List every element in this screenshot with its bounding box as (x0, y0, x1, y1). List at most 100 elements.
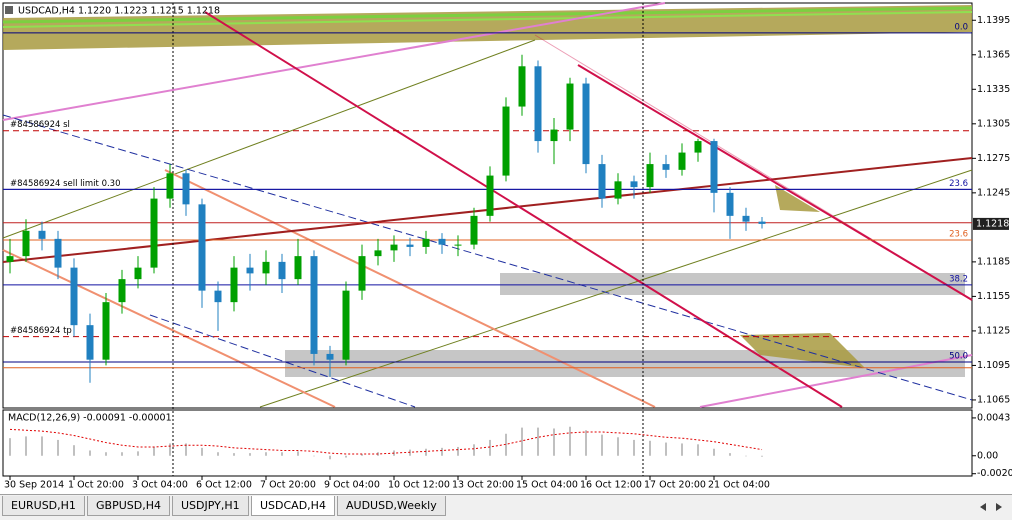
candle-body (166, 173, 174, 199)
candle-body (406, 244, 414, 247)
candle-body (614, 181, 622, 199)
chart-title: USDCAD,H4 1.1220 1.1223 1.1215 1.1218 (18, 6, 220, 17)
y-tick-label: 0.00 (977, 450, 998, 461)
x-tick-label: 3 Oct 04:00 (132, 480, 188, 491)
macd-bar (57, 439, 59, 456)
candle-body (278, 261, 286, 280)
macd-bar (601, 434, 603, 456)
level-label: 23.6 (949, 230, 968, 240)
x-tick-label: 13 Oct 20:00 (452, 480, 514, 491)
macd-bar (457, 446, 459, 456)
candle-body (310, 256, 318, 354)
drawings (2, 2, 973, 476)
macd-bar (361, 454, 363, 456)
macd-bar (697, 444, 699, 456)
chart-tab[interactable]: AUDUSD,Weekly (337, 496, 446, 516)
y-tick-label: 0.0043 (977, 412, 1010, 423)
signal-line (9, 428, 763, 455)
macd-bar (553, 428, 555, 456)
trend-line (577, 64, 973, 301)
price-tag-label: 1.1218 (976, 218, 1009, 229)
zone (775, 185, 820, 212)
y-tick-label: -0.00204 (977, 468, 1012, 479)
x-tick-label: 7 Oct 20:00 (260, 480, 316, 491)
candle-body (518, 66, 526, 107)
macd-bar (201, 447, 203, 456)
macd-bar (505, 433, 507, 456)
x-tick-label: 1 Oct 20:00 (68, 480, 124, 491)
candle-body (22, 230, 30, 257)
macd-bar (297, 451, 299, 456)
candle-body (246, 267, 254, 274)
candle-body (134, 267, 142, 280)
y-tick-label: 1.1305 (977, 118, 1010, 129)
trend-line (534, 34, 973, 301)
macd-bar (153, 446, 155, 456)
candle-body (470, 215, 478, 245)
candle-body (6, 256, 14, 262)
candle-body (38, 230, 46, 239)
macd-bar (9, 438, 11, 456)
x-tick-label: 9 Oct 04:00 (324, 480, 380, 491)
macd-bar (425, 448, 427, 456)
candle-body (726, 192, 734, 216)
candle-body (358, 256, 366, 291)
indicator-title: MACD(12,26,9) -0.00091 -0.00001 (8, 413, 172, 424)
macd-bar (169, 443, 171, 456)
x-tick-label: 30 Sep 2014 (4, 480, 64, 491)
y-tick-label: 1.1365 (977, 49, 1010, 60)
x-tick-label: 10 Oct 12:00 (388, 480, 450, 491)
candle-body (294, 256, 302, 280)
y-tick-label: 1.1245 (977, 187, 1010, 198)
macd-bar (521, 427, 523, 456)
candle-body (598, 164, 606, 199)
chart-tab[interactable]: USDJPY,H1 (172, 496, 249, 516)
x-tick-label: 6 Oct 12:00 (196, 480, 252, 491)
trend-line (2, 39, 536, 239)
macd-frame (2, 409, 973, 477)
chart-tab[interactable]: USDCAD,H4 (251, 496, 335, 516)
chart-tab[interactable]: EURUSD,H1 (2, 496, 85, 516)
scroll-left[interactable] (980, 503, 986, 511)
trend-line (149, 314, 416, 408)
candle-body (646, 164, 654, 188)
price-tag (973, 217, 1009, 230)
chart-icon (5, 6, 13, 14)
scroll-right[interactable] (996, 503, 1002, 511)
candle-body (342, 290, 350, 360)
trend-line (2, 114, 973, 401)
level-label: #84586924 sl (10, 120, 70, 130)
candle-body (486, 175, 494, 216)
candle-body (678, 152, 686, 170)
level-label: 0.0 (954, 22, 968, 32)
candle-body (262, 261, 270, 274)
trend-line (699, 354, 973, 408)
x-tick-label: 17 Oct 20:00 (644, 480, 706, 491)
macd-bar (233, 453, 235, 456)
macd-bar (473, 444, 475, 456)
chart-tab[interactable]: GBPUSD,H4 (87, 496, 170, 516)
macd-bar (329, 455, 331, 460)
macd-bar (537, 427, 539, 456)
macd-bar (89, 450, 91, 456)
candle-body (390, 244, 398, 251)
candle-body (54, 238, 62, 268)
candle-body (550, 129, 558, 142)
level-label: #84586924 tp (10, 326, 72, 336)
macd-bar (185, 443, 187, 456)
candle-body (710, 141, 718, 193)
candle-body (118, 279, 126, 303)
tab-scroll[interactable] (976, 499, 1006, 515)
trend-line (2, 2, 666, 121)
macd-bar (281, 452, 283, 456)
zone (285, 350, 965, 377)
candle-body (182, 173, 190, 205)
candle-body (438, 238, 446, 245)
x-tick-label: 16 Oct 12:00 (580, 480, 642, 491)
plot-frame (2, 2, 973, 409)
macd-bar (265, 452, 267, 456)
zone (500, 273, 965, 295)
macd-bar (713, 448, 715, 456)
chart: USDCAD,H4 1.1220 1.1223 1.1215 1.1218 MA… (0, 0, 1012, 494)
tab-bar: EURUSD,H1 GBPUSD,H4 USDJPY,H1 USDCAD,H4 AUDU… (0, 494, 1012, 520)
